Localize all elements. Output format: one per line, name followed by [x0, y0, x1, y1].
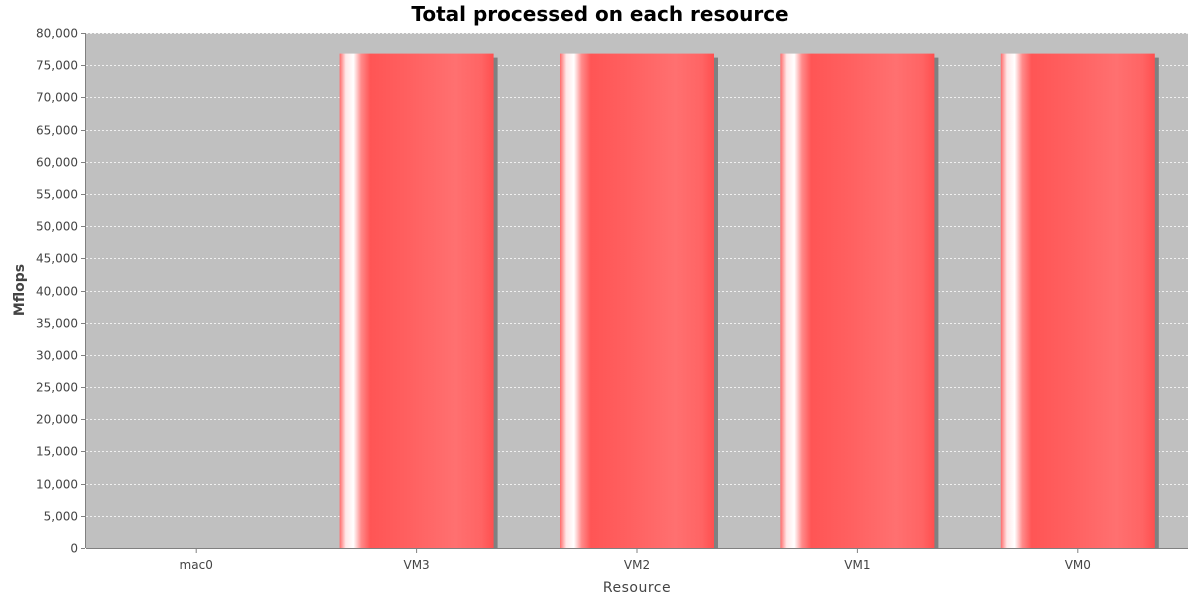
- y-tick-label: 60,000: [36, 156, 78, 170]
- chart-title: Total processed on each resource: [411, 2, 789, 26]
- y-tick-label: 20,000: [36, 413, 78, 427]
- y-tick-label: 75,000: [36, 59, 78, 73]
- y-axis-title: Mflops: [12, 264, 28, 316]
- y-tick-label: 50,000: [36, 220, 78, 234]
- x-axis-ticks: mac0 VM3 VM2 VM1 VM0: [180, 549, 1091, 572]
- bar-vm0: [1000, 53, 1155, 548]
- y-tick-label: 70,000: [36, 91, 78, 105]
- y-tick-label: 45,000: [36, 252, 78, 266]
- x-tick-label: VM3: [403, 558, 429, 572]
- bar-vm2: [560, 53, 714, 548]
- y-tick-label: 30,000: [36, 349, 78, 363]
- y-tick-label: 0: [70, 542, 78, 556]
- x-tick-label: VM1: [844, 558, 870, 572]
- y-tick-label: 10,000: [36, 478, 78, 492]
- y-tick-label: 55,000: [36, 188, 78, 202]
- x-tick-label: VM2: [624, 558, 650, 572]
- y-tick-label: 35,000: [36, 317, 78, 331]
- y-axis-ticks: 0 5,000 10,000 15,000 20,000 25,000 30,000 35,0…: [36, 27, 85, 556]
- bars: [339, 53, 1159, 548]
- axes: [85, 33, 1188, 549]
- bar-vm1: [780, 53, 935, 548]
- y-tick-label: 25,000: [36, 381, 78, 395]
- x-tick-label: mac0: [180, 558, 213, 572]
- bar-vm3: [339, 53, 494, 548]
- y-tick-label: 40,000: [36, 285, 78, 299]
- x-tick-label: VM0: [1065, 558, 1091, 572]
- y-tick-label: 5,000: [44, 510, 78, 524]
- y-tick-label: 80,000: [36, 27, 78, 41]
- y-tick-label: 15,000: [36, 445, 78, 459]
- y-tick-label: 65,000: [36, 124, 78, 138]
- x-axis-title: Resource: [603, 580, 671, 596]
